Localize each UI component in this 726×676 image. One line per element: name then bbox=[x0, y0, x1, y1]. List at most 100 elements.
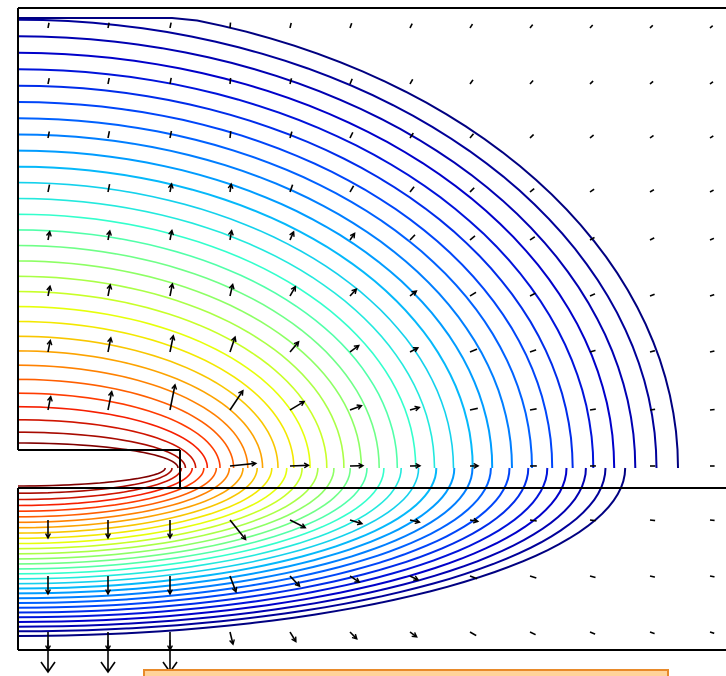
contour-upper bbox=[17, 213, 417, 469]
contour-upper bbox=[17, 244, 380, 469]
field-arrow bbox=[709, 135, 714, 139]
arrow-head bbox=[353, 344, 360, 351]
field-arrow bbox=[289, 464, 309, 467]
arrow-head bbox=[46, 338, 53, 346]
field-arrow bbox=[169, 22, 172, 29]
arrow-head bbox=[168, 282, 175, 289]
field-arrow bbox=[169, 335, 175, 353]
field-arrow bbox=[409, 186, 415, 193]
contour-lower bbox=[17, 467, 587, 628]
arrow-head bbox=[104, 533, 112, 540]
contour-lower bbox=[17, 467, 568, 623]
arrow-head bbox=[106, 283, 113, 290]
field-arrow bbox=[349, 631, 358, 640]
contour-upper bbox=[17, 18, 658, 469]
arrow-head bbox=[414, 405, 421, 412]
contour-lower bbox=[18, 467, 244, 529]
field-arrow bbox=[589, 293, 596, 297]
field-arrow bbox=[649, 293, 655, 297]
field-arrow bbox=[649, 189, 655, 193]
field-arrow bbox=[229, 284, 234, 297]
arrow-head bbox=[107, 336, 113, 343]
field-arrow bbox=[529, 79, 534, 85]
arrow-head bbox=[354, 577, 361, 584]
field-arrow bbox=[529, 575, 537, 579]
field-arrow bbox=[289, 631, 297, 643]
arrow-head bbox=[349, 232, 356, 239]
field-arrow bbox=[47, 340, 52, 353]
arrow-head bbox=[300, 523, 307, 529]
arrow-head bbox=[104, 589, 112, 596]
contour-lower bbox=[17, 467, 368, 570]
contour-lower bbox=[17, 467, 492, 604]
field-arrow bbox=[649, 631, 655, 635]
arrow-head bbox=[169, 334, 176, 341]
field-arrow bbox=[589, 236, 595, 241]
field-arrow bbox=[229, 336, 236, 353]
field-arrow bbox=[409, 23, 413, 29]
field-arrow bbox=[649, 24, 654, 29]
field-arrow bbox=[289, 231, 295, 241]
contour-upper bbox=[17, 68, 595, 469]
arrow-head bbox=[303, 462, 310, 469]
arrow-head bbox=[240, 534, 247, 541]
contour-lower bbox=[17, 467, 474, 600]
field-arrow bbox=[229, 575, 237, 593]
field-arrow bbox=[349, 344, 360, 353]
field-arrow bbox=[107, 131, 111, 139]
field-arrow bbox=[289, 575, 301, 587]
contour-upper bbox=[17, 51, 616, 469]
field-arrow bbox=[409, 575, 419, 581]
field-arrow bbox=[469, 235, 476, 241]
arrow-head bbox=[229, 639, 235, 646]
contour-lower bbox=[17, 467, 530, 614]
field-arrow bbox=[169, 283, 174, 297]
contour-upper bbox=[18, 17, 679, 469]
arrow-head bbox=[171, 383, 178, 390]
arrow-head bbox=[294, 581, 301, 588]
field-arrow bbox=[229, 22, 232, 29]
field-arrow bbox=[47, 184, 51, 193]
field-arrow bbox=[469, 348, 478, 353]
field-arrow bbox=[289, 400, 305, 411]
arrow-head bbox=[356, 404, 363, 410]
contour-lower bbox=[18, 467, 173, 494]
arrow-head bbox=[46, 395, 53, 402]
arrow-head bbox=[473, 462, 480, 469]
field-arrow bbox=[589, 188, 595, 193]
field-arrow bbox=[107, 337, 112, 353]
contour-lower bbox=[17, 467, 607, 633]
field-arrow bbox=[649, 519, 656, 522]
arrow-head bbox=[168, 228, 175, 236]
arrow-head bbox=[230, 335, 237, 343]
contour-lower bbox=[17, 467, 511, 609]
arrow-head bbox=[227, 182, 234, 189]
contour-upper bbox=[17, 165, 474, 469]
field-arrow bbox=[349, 404, 362, 411]
field-arrow bbox=[409, 406, 420, 411]
contour-lower bbox=[17, 467, 352, 565]
field-arrow bbox=[409, 234, 416, 241]
arrow-head bbox=[107, 390, 114, 397]
field-arrow bbox=[529, 519, 537, 522]
arrow-head bbox=[166, 533, 174, 540]
field-arrow bbox=[349, 288, 357, 297]
contour-lower bbox=[17, 467, 335, 560]
arrow-head bbox=[411, 632, 418, 638]
contour-upper bbox=[17, 117, 533, 469]
field-arrow bbox=[709, 575, 715, 578]
contour-upper bbox=[17, 364, 249, 469]
field-arrow bbox=[469, 79, 474, 85]
arrow-head bbox=[289, 230, 295, 237]
arrow-head bbox=[351, 288, 358, 295]
contour-upper bbox=[17, 392, 221, 469]
field-arrow bbox=[469, 631, 477, 637]
field-arrow bbox=[349, 575, 360, 583]
arrow-head bbox=[231, 586, 238, 594]
field-arrow bbox=[709, 631, 715, 635]
field-arrow bbox=[469, 23, 474, 29]
contour-upper bbox=[17, 350, 264, 469]
contour-lower bbox=[17, 467, 456, 595]
field-arrow bbox=[107, 22, 110, 29]
